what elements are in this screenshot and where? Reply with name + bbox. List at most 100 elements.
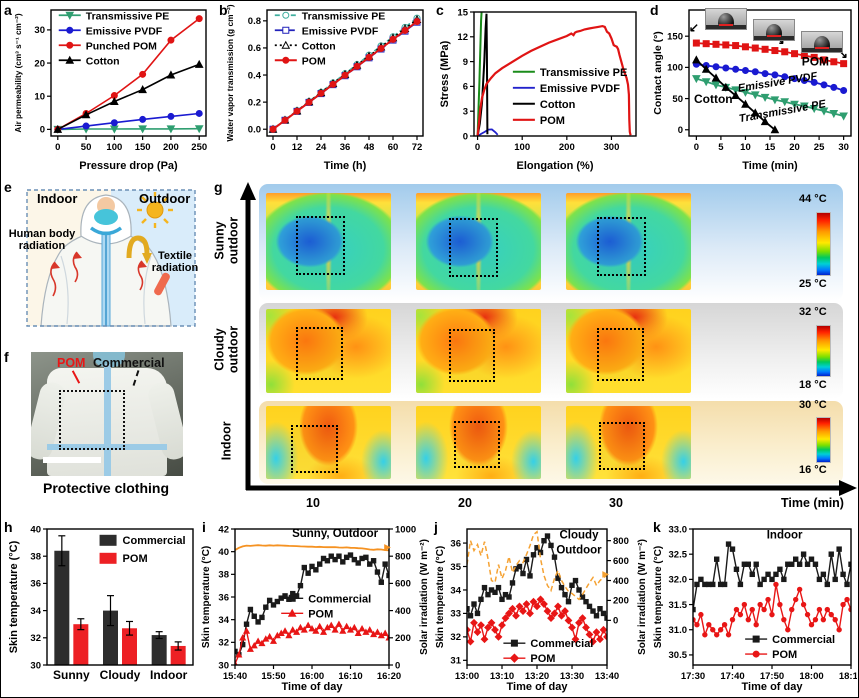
svg-text:31: 31 — [450, 656, 461, 667]
svg-text:Time (h): Time (h) — [324, 160, 367, 172]
pom-label: POM — [57, 356, 86, 370]
face-mask — [94, 209, 118, 225]
svg-text:0.4: 0.4 — [248, 70, 262, 81]
svg-text:200: 200 — [163, 142, 179, 153]
svg-text:30: 30 — [218, 660, 229, 671]
svg-text:16:10: 16:10 — [338, 671, 362, 682]
svg-text:30: 30 — [838, 142, 849, 153]
svg-text:0: 0 — [395, 660, 400, 671]
thermal-image-cloudy-30min — [566, 309, 691, 393]
svg-text:Cloudy: Cloudy — [100, 668, 141, 682]
svg-text:POM: POM — [772, 649, 797, 661]
svg-text:↙: ↙ — [689, 20, 699, 34]
colorbar-cloudy — [816, 325, 831, 377]
svg-text:250: 250 — [191, 142, 207, 153]
svg-text:Time of day: Time of day — [507, 681, 569, 693]
svg-text:50: 50 — [81, 142, 92, 153]
svg-text:300: 300 — [604, 142, 620, 153]
svg-text:POM: POM — [530, 653, 555, 665]
svg-text:15:40: 15:40 — [223, 671, 247, 682]
svg-text:17:30: 17:30 — [681, 671, 705, 682]
g-time-axis-label: Time (min) — [781, 496, 844, 510]
colorbar-indoor-max: 30 °C — [799, 399, 827, 411]
svg-text:33.0: 33.0 — [669, 524, 688, 535]
schematic-border — [26, 189, 196, 327]
g-tick-10: 10 — [306, 496, 320, 510]
svg-text:Punched POM: Punched POM — [86, 40, 157, 52]
svg-text:0: 0 — [40, 125, 45, 136]
svg-text:0: 0 — [55, 142, 60, 153]
svg-text:12: 12 — [292, 142, 303, 153]
svg-text:Contact angle (°): Contact angle (°) — [652, 31, 664, 115]
photo-caption: Protective clothing — [42, 480, 170, 496]
svg-text:100: 100 — [106, 142, 122, 153]
svg-text:POM: POM — [123, 553, 148, 565]
commercial-label: Commercial — [93, 356, 165, 370]
svg-text:13:40: 13:40 — [595, 671, 619, 682]
thermal-image-sunny-10min — [266, 193, 391, 290]
droplet-photo-inset-1 — [705, 8, 747, 30]
svg-text:15:50: 15:50 — [261, 671, 285, 682]
svg-text:Cotton: Cotton — [302, 40, 336, 52]
chart-canvas-h: Sunny Cloudy Indoor 30 32 34 36 38 40 Skin temper… — [8, 524, 194, 682]
svg-text:POM: POM — [540, 115, 565, 127]
svg-text:5: 5 — [718, 142, 724, 153]
thermal-image-sunny-20min — [416, 193, 541, 290]
row-label-indoor: Indoor — [219, 421, 234, 461]
svg-text:35: 35 — [450, 562, 461, 573]
svg-text:16:20: 16:20 — [377, 671, 401, 682]
svg-text:20: 20 — [34, 58, 45, 69]
svg-text:1000: 1000 — [395, 524, 416, 535]
svg-text:42: 42 — [218, 524, 229, 535]
chart-canvas-a: 0 50 100 150 200 250 0 10 20 30 Pressure drop (Pa)… — [14, 9, 207, 172]
svg-text:Skin temperature (°C): Skin temperature (°C) — [653, 546, 664, 648]
svg-text:15: 15 — [457, 7, 468, 18]
svg-text:Air permeability (cm³ s⁻¹ cm⁻²: Air permeability (cm³ s⁻¹ cm⁻²) — [14, 13, 23, 132]
panel-letter-e: e — [4, 179, 12, 195]
panel-letter-d: d — [650, 2, 659, 18]
g-tick-30: 30 — [609, 496, 623, 510]
svg-text:400: 400 — [613, 576, 629, 587]
svg-text:Commercial: Commercial — [772, 634, 835, 646]
panel-g-thermal-matrix: 44 °C 25 °C 32 °C 18 °C 30 °C 16 °C Sunn… — [211, 176, 858, 516]
svg-text:32: 32 — [450, 632, 461, 643]
svg-text:24: 24 — [316, 142, 327, 153]
svg-text:POM: POM — [302, 55, 326, 67]
svg-text:Indoor: Indoor — [767, 530, 803, 542]
svg-text:31.0: 31.0 — [669, 625, 688, 636]
chart-canvas-k: 17:30 17:40 17:50 18:00 18:10 30.5 31.0 31.5 32.… — [653, 524, 857, 693]
svg-text:Sunny: Sunny — [53, 668, 90, 682]
svg-text:Time of day: Time of day — [742, 681, 804, 693]
panel-letter-h: h — [4, 519, 13, 535]
g-axes-arrows — [240, 182, 857, 496]
face-mask-photo — [93, 352, 125, 367]
svg-text:Cotton: Cotton — [86, 55, 120, 67]
svg-text:Commercial: Commercial — [123, 535, 186, 547]
chart-canvas-c: 0 100 200 300 0 3 6 9 12 15 Elongation (%) Stress (… — [439, 7, 637, 172]
svg-text:30: 30 — [34, 25, 45, 36]
svg-text:Elongation (%): Elongation (%) — [517, 160, 594, 172]
chart-canvas-b: 0 12 24 36 48 60 72 0.0 0.2 0.4 0.6 0.8 Time (h) Wate… — [225, 4, 424, 172]
svg-text:0.0: 0.0 — [248, 125, 261, 136]
svg-text:0: 0 — [463, 131, 468, 142]
svg-text:9: 9 — [463, 57, 468, 68]
droplet-photo-inset-3 — [801, 31, 843, 53]
panel-letter-b: b — [219, 2, 228, 18]
collar — [89, 226, 123, 236]
svg-text:18:10: 18:10 — [839, 671, 857, 682]
chart-air-permeability: 0 50 100 150 200 250 0 10 20 30 Pressure drop (Pa)… — [11, 4, 216, 174]
svg-text:32.5: 32.5 — [669, 549, 688, 560]
svg-text:38: 38 — [30, 552, 41, 563]
body-radiation-arrows — [50, 251, 144, 297]
g-tick-20: 20 — [458, 496, 472, 510]
svg-text:Cloudy: Cloudy — [560, 530, 600, 542]
svg-text:0.6: 0.6 — [248, 43, 261, 54]
svg-text:POM: POM — [802, 54, 829, 68]
svg-text:Skin temperature (°C): Skin temperature (°C) — [8, 540, 20, 653]
blue-trim-vertical — [104, 364, 111, 476]
svg-text:33: 33 — [450, 609, 461, 620]
svg-text:0.8: 0.8 — [248, 16, 261, 27]
svg-text:0: 0 — [678, 125, 683, 136]
panel-letter-c: c — [436, 2, 444, 18]
thermal-image-cloudy-20min — [416, 309, 541, 393]
